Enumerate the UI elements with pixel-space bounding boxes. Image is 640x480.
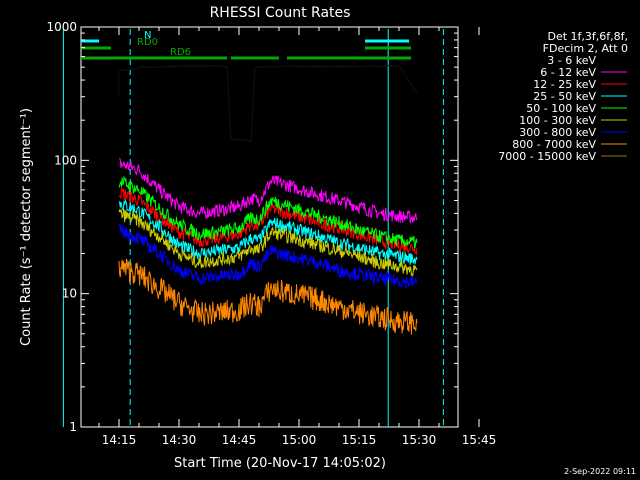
x-tick-label: 14:45	[222, 433, 257, 447]
legend-entry-label: 6 - 12 keV	[540, 66, 596, 79]
x-tick-label: 15:00	[282, 433, 317, 447]
legend-entry-label: 7000 - 15000 keV	[498, 150, 596, 163]
y-tick-label: 10	[62, 287, 77, 301]
legend-entry-label: 3 - 6 keV	[547, 54, 596, 67]
legend-entry-label: 12 - 25 keV	[533, 78, 596, 91]
legend-header-line-1: Det 1f,3f,6f,8f,	[547, 30, 628, 43]
vertical-lines	[62, 29, 444, 427]
series-line-7	[118, 258, 418, 335]
timestamp: 2-Sep-2022 09:11	[564, 467, 636, 476]
flag-label-rd0: RD0	[137, 37, 158, 48]
series-line-5	[118, 208, 418, 278]
y-tick-label: 100	[54, 153, 77, 167]
legend-entry-label: 300 - 800 keV	[519, 126, 596, 139]
x-tick-label: 14:15	[102, 433, 137, 447]
x-tick-label: 15:30	[402, 433, 437, 447]
x-axis: 14:15 14:30 14:45 15:00 15:15 15:30 15:45	[98, 27, 497, 447]
legend-header-line-2: FDecim 2, Att 0	[543, 42, 628, 55]
x-axis-label: Start Time (20-Nov-17 14:05:02)	[174, 456, 386, 471]
x-tick-label: 15:15	[342, 433, 377, 447]
series-lines	[118, 63, 418, 335]
y-axis: 1 10 100 1000	[46, 20, 458, 434]
series-line-6	[118, 223, 417, 289]
plot-frame	[80, 26, 459, 428]
legend-entry-label: 100 - 300 keV	[519, 114, 596, 127]
flag-label-n: N	[144, 30, 151, 41]
x-tick-label: 14:30	[162, 433, 197, 447]
series-line-2	[118, 187, 418, 256]
series-line-4	[118, 175, 418, 249]
y-tick-label: 1000	[46, 20, 77, 34]
chart-title: RHESSI Count Rates	[210, 5, 351, 21]
y-tick-label: 1	[69, 420, 77, 434]
series-line-0	[118, 63, 418, 143]
series-line-3	[118, 199, 418, 265]
y-axis-label: Count Rate (s⁻¹ detector segment⁻¹)	[19, 108, 34, 346]
legend: Det 1f,3f,6f,8f, FDecim 2, Att 0 3 - 6 k…	[498, 30, 628, 163]
flag-label-rd6: RD6	[170, 47, 191, 58]
legend-entry-label: 800 - 7000 keV	[512, 138, 596, 151]
series-line-1	[119, 158, 418, 224]
legend-entry-label: 25 - 50 keV	[533, 90, 596, 103]
x-tick-label: 15:45	[462, 433, 497, 447]
legend-entry-label: 50 - 100 keV	[526, 102, 596, 115]
